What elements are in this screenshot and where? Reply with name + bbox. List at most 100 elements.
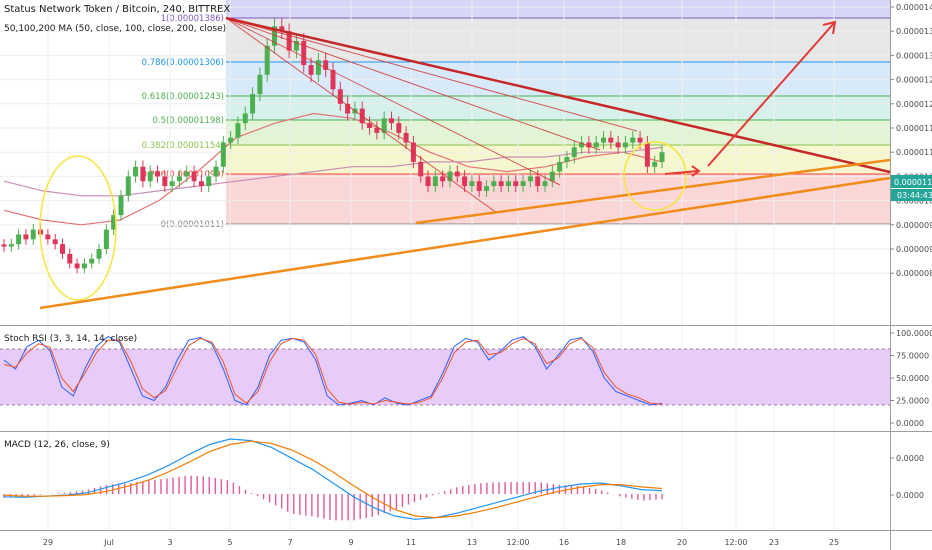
descending-trendline[interactable] <box>225 16 891 174</box>
candlesticks <box>1 18 665 274</box>
candle-body <box>630 137 636 143</box>
candle-body <box>176 176 182 182</box>
fan-line-4[interactable] <box>225 17 498 214</box>
fib-level-label: 0.618(0.00001243) <box>142 92 224 102</box>
candle-body <box>381 118 387 133</box>
fib-level-label: 0.382(0.00001154) <box>142 141 224 151</box>
time-tick-label: 5 <box>227 538 232 547</box>
fib-band-top <box>226 0 891 18</box>
candle-body <box>8 244 14 247</box>
candle-body <box>337 89 343 104</box>
candle-body <box>30 229 36 240</box>
candle-body <box>45 234 51 240</box>
candle-body <box>264 45 270 75</box>
time-axis[interactable]: 29 Jul 3 5 7 9 11 13 12:00 16 18 20 12:00 23 25 <box>43 538 839 547</box>
candle-body <box>213 166 219 177</box>
candle-body <box>396 123 402 133</box>
candle-body <box>140 166 146 182</box>
stoch-rsi-line[interactable] <box>3 336 663 406</box>
arrow-short-head-icon <box>691 165 701 177</box>
price-tick-label: 0.00001000 <box>896 197 932 206</box>
candle-body <box>103 229 109 249</box>
time-tick-label: 18 <box>616 538 626 547</box>
price-badge-text: 0.00001106 <box>894 178 932 187</box>
fan-line-3[interactable] <box>225 17 561 186</box>
moving-average-line[interactable] <box>3 146 663 197</box>
candle-body <box>535 176 541 187</box>
time-tick-label: 9 <box>348 538 353 547</box>
candle-body <box>169 181 175 187</box>
ascending-trendline-long[interactable] <box>39 176 891 310</box>
candle-body <box>155 171 161 177</box>
time-tick-label: Jul <box>103 538 114 547</box>
countdown-badge <box>891 189 932 201</box>
time-tick-label: 12:00 <box>506 538 529 547</box>
candle-body <box>549 171 555 182</box>
candle-body <box>440 176 446 182</box>
candle-body <box>586 142 592 148</box>
candle-body <box>557 161 563 172</box>
price-tick-label: 0.00001150 <box>896 124 932 133</box>
stoch-rsi-line[interactable] <box>3 337 663 405</box>
fan-line-1[interactable] <box>225 17 638 132</box>
fib-band-618-5 <box>226 96 891 120</box>
macd-axis[interactable]: 0.0000 0.0000 <box>890 454 924 500</box>
candle-body <box>111 215 117 230</box>
fib-band-5-382 <box>226 120 891 145</box>
candle-body <box>133 166 139 177</box>
candle-body <box>301 40 307 66</box>
price-tick-label: 0.00001300 <box>896 51 932 60</box>
time-tick-label: 20 <box>677 538 687 547</box>
time-tick-label: 29 <box>43 538 53 547</box>
macd-tick-label: 0.0000 <box>896 491 924 500</box>
candle-body <box>250 94 256 114</box>
candle-body <box>527 176 533 182</box>
candle-body <box>257 74 263 95</box>
arrow-short-shaft[interactable] <box>664 170 699 175</box>
candle-body <box>513 181 519 187</box>
candle-body <box>59 244 65 254</box>
candle-body <box>16 234 22 245</box>
highlight-circle-right[interactable] <box>623 141 687 211</box>
candle-body <box>447 171 453 182</box>
macd-line[interactable] <box>3 440 663 519</box>
candle-body <box>659 152 665 162</box>
macd-line[interactable] <box>3 438 663 520</box>
time-tick-label: 7 <box>287 538 292 547</box>
candle-body <box>220 142 226 167</box>
candle-body <box>564 157 570 162</box>
candle-body <box>484 186 490 191</box>
rsi-title: Stoch RSI (3, 3, 14, 14, close) <box>4 334 137 344</box>
candle-body <box>615 142 621 148</box>
fib-retracement[interactable]: 1(0.00001386) 0.786(0.00001306) 0.618(0.00… <box>142 0 891 230</box>
fan-line-2[interactable] <box>225 17 601 151</box>
candle-body <box>520 181 526 187</box>
ascending-trendline-short[interactable] <box>415 158 891 225</box>
macd-panel[interactable] <box>3 438 663 521</box>
candle-body <box>410 142 416 162</box>
candle-body <box>491 181 497 187</box>
x-gridlines <box>47 0 835 530</box>
candle-body <box>345 103 351 114</box>
time-tick-label: 3 <box>167 538 172 547</box>
price-badge <box>891 175 932 188</box>
candle-body <box>542 181 548 187</box>
arrow-long-shaft[interactable] <box>707 21 836 167</box>
candle-body <box>242 113 248 124</box>
rsi-tick-label: 0.0000 <box>896 419 924 428</box>
price-tick-label: 0.00001400 <box>896 3 932 12</box>
price-tick-label: 0.00001350 <box>896 27 932 36</box>
highlight-circle-left[interactable] <box>39 155 117 301</box>
rsi-axis[interactable]: 100.0000 75.0000 50.0000 25.0000 0.0000 <box>890 329 932 428</box>
time-tick-label: 25 <box>829 538 839 547</box>
price-axis[interactable]: 0.00001400 0.00001350 0.00001300 0.00001250… <box>890 3 932 278</box>
stoch-rsi-panel[interactable] <box>0 336 890 406</box>
candle-body <box>367 123 373 128</box>
time-tick-label: 13 <box>467 538 477 547</box>
candle-body <box>476 181 482 191</box>
price-tick-label: 0.00000850 <box>896 269 932 278</box>
candle-body <box>279 26 285 32</box>
drawings[interactable] <box>39 16 891 310</box>
